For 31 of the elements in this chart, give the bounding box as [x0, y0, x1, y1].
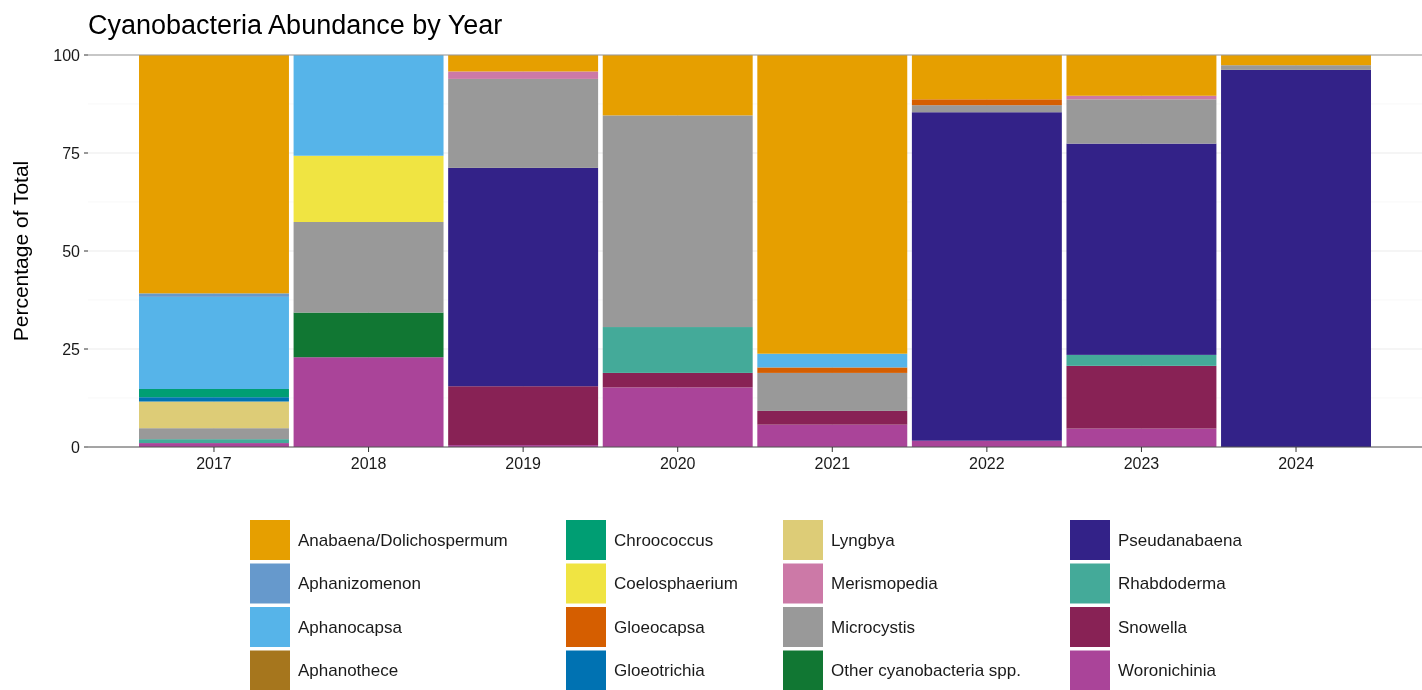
legend-label: Anabaena/Dolichospermum	[298, 530, 508, 550]
legend-label: Gloeotrichia	[614, 661, 706, 681]
legend-label: Aphanocapsa	[298, 617, 403, 637]
legend-label: Coelosphaerium	[614, 574, 738, 594]
y-tick-label: 25	[62, 340, 81, 358]
legend-label: Lyngbya	[831, 530, 896, 550]
chart-title: Cyanobacteria Abundance by Year	[88, 10, 503, 40]
x-tick-label: 2017	[196, 455, 232, 472]
legend-label: Merismopedia	[831, 574, 939, 594]
legend-label: Aphanizomenon	[298, 574, 421, 594]
legend-label: Gloeocapsa	[614, 617, 706, 637]
y-tick-label: 100	[53, 46, 81, 64]
x-tick-label: 2019	[505, 455, 542, 472]
y-tick-label: 50	[62, 242, 81, 260]
legend-label: Snowella	[1118, 617, 1188, 637]
legend-label: Rhabdoderma	[1118, 574, 1227, 594]
legend-label: Microcystis	[831, 617, 916, 637]
x-tick-label: 2021	[814, 455, 851, 472]
legend-label: Other cyanobacteria spp.	[831, 661, 1021, 681]
y-axis-title: Percentage of Total	[9, 160, 32, 342]
legend-label: Woronichinia	[1118, 661, 1217, 681]
x-tick-label: 2022	[969, 455, 1005, 472]
x-tick-label: 2020	[659, 455, 696, 472]
y-tick-label: 75	[62, 144, 81, 162]
y-tick-label: 0	[71, 438, 81, 456]
legend-label: Pseudanabaena	[1118, 530, 1243, 550]
legend-label: Aphanothece	[298, 661, 399, 681]
legend-label: Chroococcus	[614, 530, 714, 550]
x-tick-label: 2023	[1123, 455, 1160, 472]
x-tick-label: 2018	[350, 455, 387, 472]
x-tick-label: 2024	[1278, 455, 1314, 472]
